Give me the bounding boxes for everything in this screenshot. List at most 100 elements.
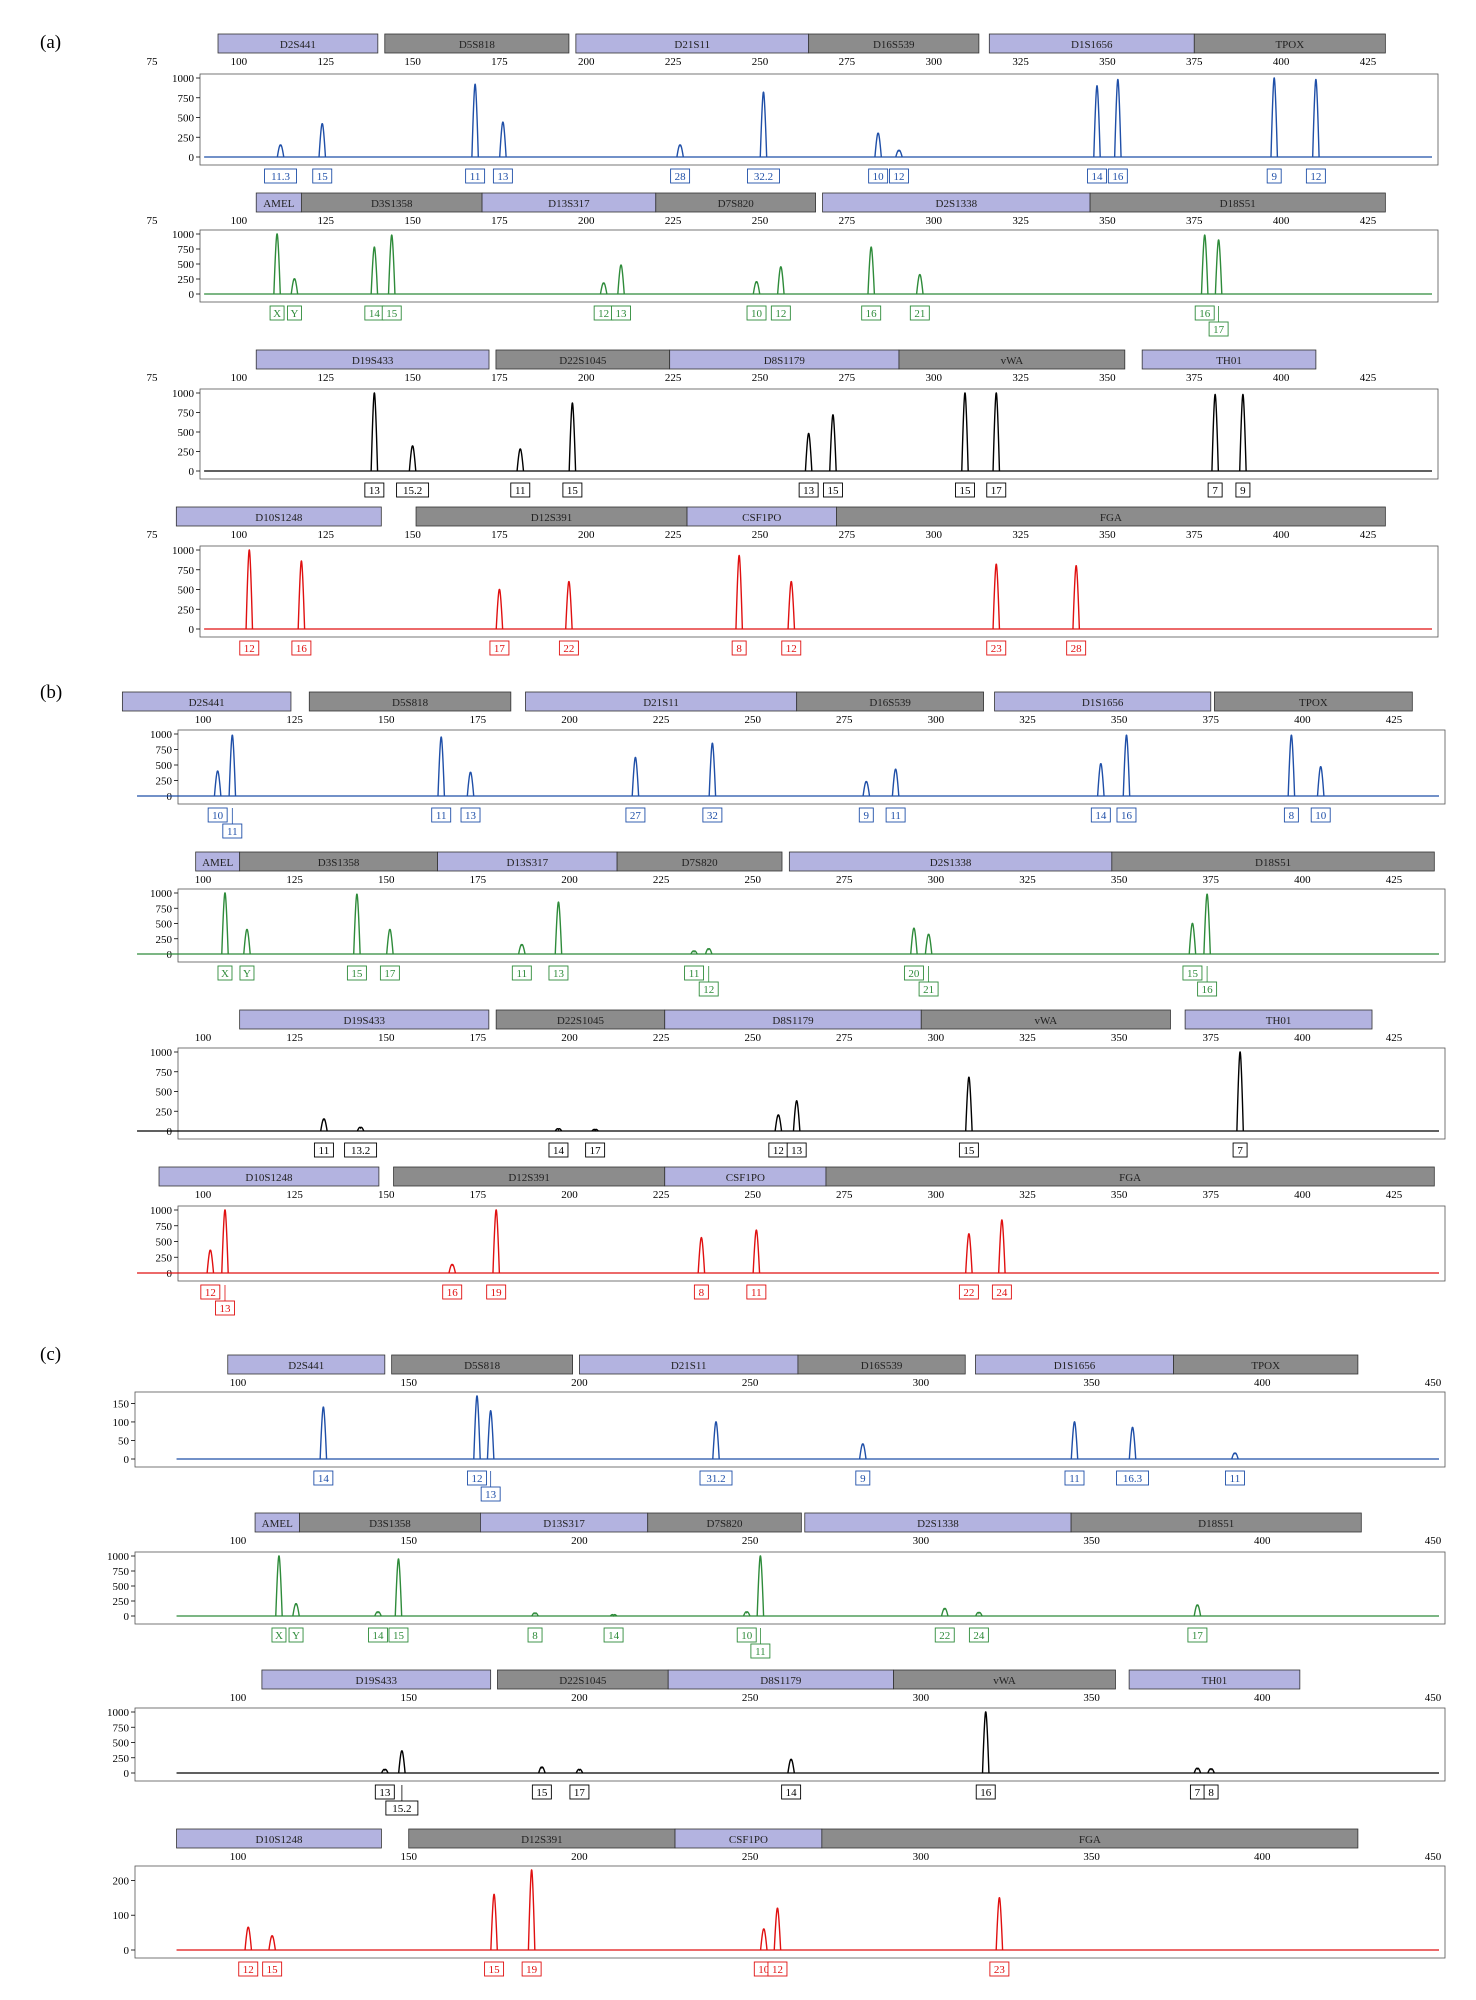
y-tick-label: 250 xyxy=(156,776,173,788)
x-tick-label: 400 xyxy=(1273,529,1290,541)
allele-label-box xyxy=(489,640,510,656)
allele-label: 13 xyxy=(791,1145,803,1157)
x-tick-label: 350 xyxy=(1099,215,1116,227)
y-tick-label: 500 xyxy=(156,760,173,772)
peak xyxy=(609,1613,618,1617)
allele-label-box xyxy=(1116,1470,1149,1486)
locus-label: D21S11 xyxy=(674,39,710,51)
y-tick-label: 250 xyxy=(156,934,173,946)
trace-row-green: AMEL D3S1358 D13S317 D7S820 D2S1338 D18S51 100… xyxy=(137,851,1446,997)
y-tick-label: 1000 xyxy=(150,888,173,900)
peak xyxy=(867,246,876,295)
locus-label: AMEL xyxy=(263,198,294,210)
allele-label: 24 xyxy=(996,1287,1008,1299)
locus-label: D18S51 xyxy=(1255,857,1291,869)
locus-band xyxy=(1173,1354,1359,1375)
allele-label: Y xyxy=(243,968,251,980)
peak xyxy=(473,1395,481,1460)
trace-row-blue: D2S441 D5S818 D21S11 D16S539 D1S1656 TPOX 100 1… xyxy=(113,1354,1446,1502)
locus-label: D7S820 xyxy=(707,1518,744,1530)
allele-label: 16 xyxy=(1202,984,1214,996)
allele-label: 13 xyxy=(485,1489,497,1501)
allele-label: 17 xyxy=(384,968,396,980)
x-tick-label: 350 xyxy=(1083,1535,1100,1547)
allele-label: 12 xyxy=(244,643,255,655)
peak xyxy=(1270,77,1279,158)
allele-label: 11 xyxy=(1230,1473,1241,1485)
x-tick-label: 400 xyxy=(1254,1851,1271,1863)
allele-label: 13 xyxy=(369,485,381,497)
allele-label: 19 xyxy=(526,1964,538,1976)
peak xyxy=(752,281,761,295)
y-tick-label: 500 xyxy=(156,1087,173,1099)
allele-label: 9 xyxy=(860,1473,866,1485)
locus-band xyxy=(176,1828,382,1849)
allele-label: 14 xyxy=(318,1473,330,1485)
x-tick-label: 425 xyxy=(1386,874,1403,886)
x-tick-label: 125 xyxy=(286,1189,303,1201)
peak xyxy=(565,580,573,630)
peak xyxy=(910,927,918,955)
allele-label: 11 xyxy=(517,968,528,980)
x-tick-label: 300 xyxy=(913,1377,930,1389)
plot-area xyxy=(134,1391,1446,1468)
x-tick-label: 325 xyxy=(1019,1032,1036,1044)
trace-row-red: D10S1248 D12S391 CSF1PO FGA 75 100 125 150 175 20… xyxy=(147,506,1439,656)
locus-label: TH01 xyxy=(1216,355,1242,367)
x-tick-label: 150 xyxy=(378,714,395,726)
x-tick-label: 175 xyxy=(491,372,508,384)
allele-label: 14 xyxy=(369,308,381,320)
allele-label-box xyxy=(1197,981,1218,997)
locus-label: D8S1179 xyxy=(764,355,806,367)
x-tick-label: 200 xyxy=(561,1032,578,1044)
allele-label: 17 xyxy=(1213,324,1225,336)
allele-label-box xyxy=(934,1627,955,1643)
x-tick-label: 325 xyxy=(1012,56,1029,68)
x-tick-label: 225 xyxy=(653,1032,670,1044)
peak xyxy=(527,1869,536,1951)
y-tick-label: 100 xyxy=(113,1910,130,1922)
x-tick-label: 150 xyxy=(404,529,421,541)
allele-label: 16.3 xyxy=(1123,1473,1143,1485)
x-tick-label: 250 xyxy=(744,1032,761,1044)
x-tick-label: 275 xyxy=(836,874,853,886)
x-tick-label: 425 xyxy=(1386,1189,1403,1201)
allele-label-box xyxy=(1305,168,1326,184)
locus-band xyxy=(1089,192,1386,213)
locus-band xyxy=(217,33,379,54)
y-tick-label: 1000 xyxy=(150,1205,173,1217)
locus-label: TH01 xyxy=(1266,1015,1292,1027)
peak xyxy=(631,756,640,797)
allele-label-box xyxy=(207,807,228,823)
allele-label: 11 xyxy=(751,1287,762,1299)
peak xyxy=(1200,234,1209,295)
allele-label: 16 xyxy=(1121,810,1133,822)
plot-area xyxy=(177,1205,1446,1282)
peak xyxy=(1316,766,1325,797)
allele-label: 22 xyxy=(963,1287,974,1299)
peak xyxy=(387,234,396,295)
allele-label-box xyxy=(1087,168,1107,184)
locus-band xyxy=(227,1354,386,1375)
x-tick-label: 125 xyxy=(286,1032,303,1044)
x-tick-label: 125 xyxy=(317,56,334,68)
locus-label: D3S1358 xyxy=(369,1518,411,1530)
plot-area xyxy=(199,229,1439,303)
locus-label: D18S51 xyxy=(1220,198,1256,210)
x-tick-label: 250 xyxy=(744,1189,761,1201)
x-tick-label: 375 xyxy=(1203,874,1220,886)
peak xyxy=(1188,922,1197,955)
locus-label: D5S818 xyxy=(459,39,496,51)
locus-band xyxy=(825,1166,1435,1187)
peak xyxy=(537,1766,546,1774)
x-tick-label: 250 xyxy=(744,874,761,886)
x-tick-label: 375 xyxy=(1186,372,1203,384)
allele-label-box xyxy=(698,981,719,997)
allele-label-box xyxy=(385,1800,419,1816)
allele-label: 31.2 xyxy=(706,1473,725,1485)
x-tick-label: 275 xyxy=(839,372,856,384)
peak xyxy=(776,266,785,295)
